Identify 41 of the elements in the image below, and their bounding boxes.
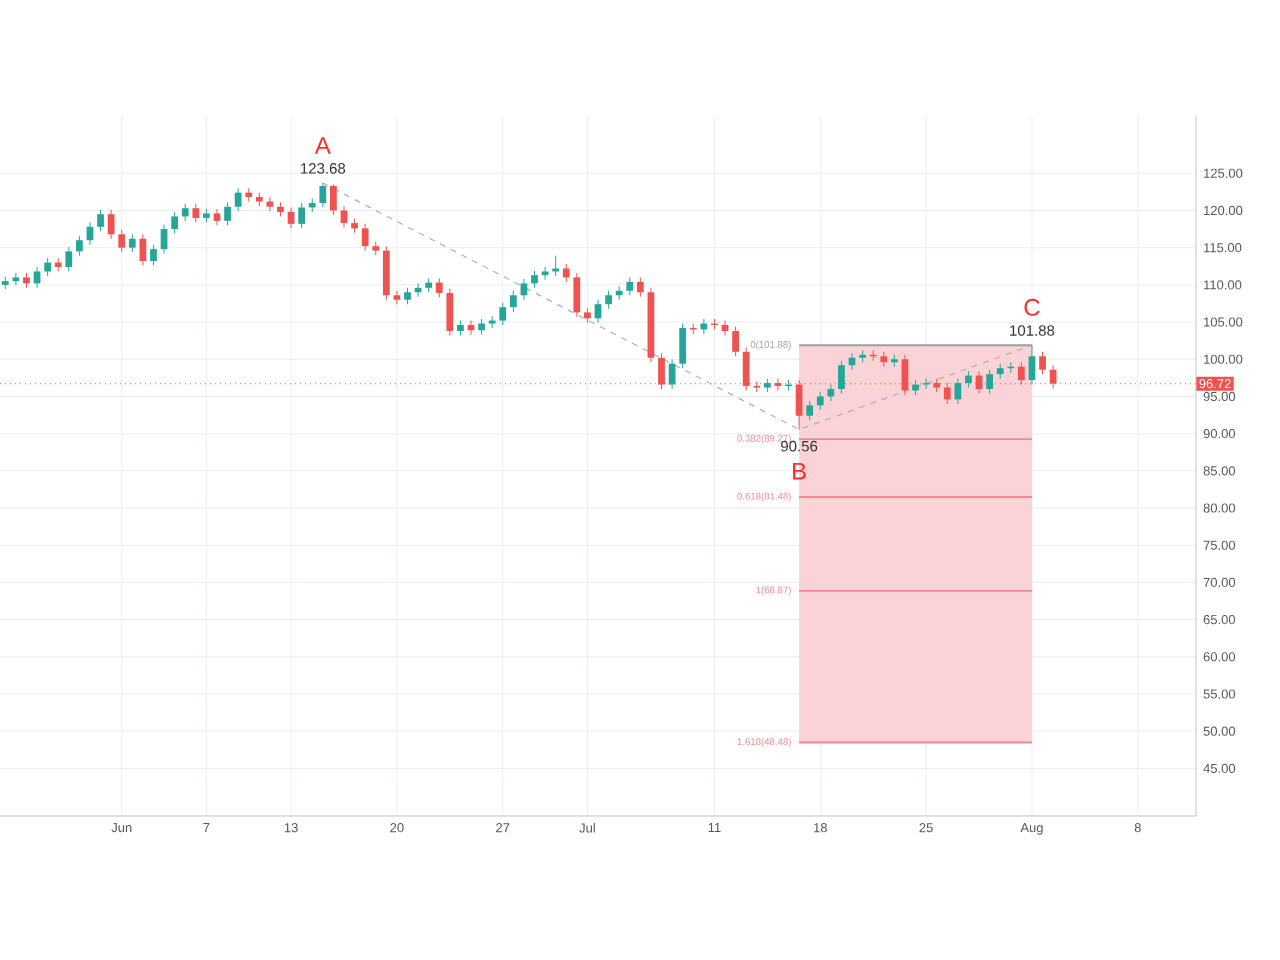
candlestick	[435, 277, 443, 298]
candlestick	[636, 276, 644, 298]
candlestick	[922, 378, 930, 390]
candlestick	[721, 320, 729, 336]
candlestick	[552, 255, 560, 277]
candlestick	[213, 208, 221, 226]
candlestick	[732, 326, 739, 357]
candlestick	[954, 378, 962, 405]
candlestick	[499, 302, 507, 326]
candlestick	[986, 369, 993, 394]
candlestick	[234, 187, 242, 212]
candlestick	[361, 223, 369, 252]
candlestick	[192, 203, 200, 223]
candlestick	[806, 400, 814, 421]
candlestick	[838, 360, 845, 394]
candlestick	[76, 235, 83, 257]
candlestick	[679, 323, 687, 369]
candlestick	[12, 272, 20, 287]
annotation: C	[1024, 298, 1040, 316]
candlestick	[541, 266, 549, 281]
candlestick	[330, 183, 337, 216]
candlestick	[118, 229, 126, 253]
candlestick	[340, 205, 348, 229]
annotation: A	[314, 137, 331, 154]
candlestick	[446, 288, 454, 336]
candlestick	[298, 202, 306, 229]
candlestick	[827, 384, 835, 402]
candlestick	[1039, 351, 1046, 375]
candlestick	[573, 272, 581, 318]
annotation: B	[793, 462, 806, 480]
candlestick	[1017, 361, 1025, 386]
candlestick	[224, 201, 231, 226]
candlestick	[107, 209, 115, 240]
candlestick	[97, 209, 104, 232]
candlestick	[171, 211, 179, 235]
candlestick	[382, 245, 390, 301]
candlestick	[509, 290, 517, 313]
candlestick	[319, 182, 327, 208]
candlestick	[65, 246, 73, 272]
candlestick	[150, 244, 157, 267]
candlestick	[393, 290, 401, 305]
